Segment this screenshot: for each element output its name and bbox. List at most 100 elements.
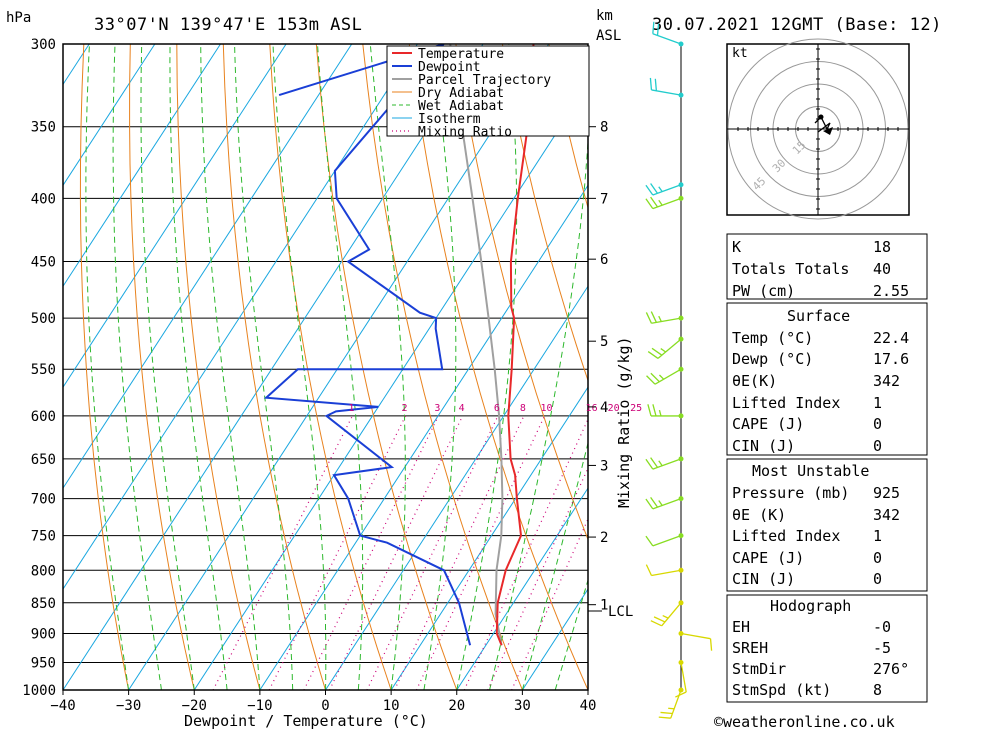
mixing-ratio-label: 1 <box>348 403 354 414</box>
isotherm-line <box>325 285 588 690</box>
index-value: 40 <box>873 260 891 278</box>
dry-adiabat-line <box>455 44 588 541</box>
pressure-tick-label: 500 <box>31 311 56 327</box>
wind-barb <box>645 182 684 196</box>
wind-barb <box>645 311 684 324</box>
wet-adiabat-line <box>554 578 588 690</box>
mixing-ratio-line <box>268 415 407 690</box>
mixing-ratio-label: 10 <box>541 403 553 414</box>
surface-row-value: 17.6 <box>873 350 909 368</box>
hodograph-table: Hodograph EH -0 SREH -5 StmDir 276° StmS… <box>726 594 928 703</box>
km-tick-label: 1 <box>600 598 608 614</box>
mu-row-value: 925 <box>873 484 900 502</box>
location-title: 33°07'N 139°47'E 153m ASL <box>94 15 362 35</box>
mu-row-value: 0 <box>873 570 882 588</box>
surface-row-label: θE(K) <box>732 372 777 390</box>
legend-isotherm: Isotherm <box>418 112 481 127</box>
hodograph-point <box>818 114 824 120</box>
pressure-tick-label: 900 <box>31 626 56 642</box>
mixing-ratio-label: 3 <box>434 403 440 414</box>
hodo-row-value: 8 <box>873 681 882 699</box>
mixing-ratio-line <box>511 517 588 690</box>
wet-adiabat-line <box>169 44 228 690</box>
mixing-ratio-line <box>366 415 499 690</box>
wet-adiabat-line <box>140 44 195 690</box>
wind-barb <box>675 659 687 698</box>
index-label: PW (cm) <box>732 282 795 300</box>
surface-row-value: 0 <box>873 437 882 455</box>
dry-adiabat-line <box>79 44 130 690</box>
dry-adiabat-line <box>921 44 1000 690</box>
pressure-tick-label: 450 <box>31 255 56 271</box>
wind-barb <box>658 687 684 719</box>
hodograph-unit: kt <box>732 46 748 61</box>
isotherm-line <box>63 44 221 288</box>
km-tick-label: 3 <box>600 458 608 474</box>
pressure-tick-label: 700 <box>31 492 56 508</box>
km-unit-label: km <box>596 8 613 24</box>
km-tick-label: 4 <box>600 400 608 416</box>
wind-barb <box>678 630 713 651</box>
wind-barb <box>645 533 684 547</box>
dry-adiabat-line <box>176 44 261 690</box>
surface-row-label: Dewp (°C) <box>732 350 813 368</box>
x-axis-label: Dewpoint / Temperature (°C) <box>184 712 428 730</box>
x-tick-label: 20 <box>448 698 465 714</box>
pressure-tick-label: 950 <box>31 655 56 671</box>
km-tick-label: 2 <box>600 530 608 546</box>
hodo-row-value: -0 <box>873 618 891 636</box>
index-label: K <box>732 238 741 256</box>
dry-adiabat-line <box>269 44 392 690</box>
hodo-row-value: 276° <box>873 660 909 678</box>
x-tick-label: 40 <box>580 698 597 714</box>
hodograph-trace <box>814 115 831 133</box>
dry-adiabat-line <box>315 44 458 690</box>
wet-adiabat-line <box>112 44 162 690</box>
x-tick-label: 10 <box>383 698 400 714</box>
hodo-row-value: -5 <box>873 639 891 657</box>
surface-row-value: 22.4 <box>873 329 909 347</box>
pressure-tick-label: 300 <box>31 37 56 53</box>
wet-adiabat-line <box>521 441 588 690</box>
storm-motion-arrow <box>823 127 833 135</box>
hodo-row-label: StmSpd (kt) <box>732 681 831 699</box>
x-tick-label: −40 <box>50 698 75 714</box>
pressure-tick-label: 650 <box>31 452 56 468</box>
mu-row-label: Pressure (mb) <box>732 484 849 502</box>
mixing-ratio-label: 4 <box>459 403 465 414</box>
wind-barb <box>647 404 684 419</box>
mixing-ratio-axis-label: Mixing Ratio (g/kg) <box>615 336 633 508</box>
most-unstable-title: Most Unstable <box>752 462 869 480</box>
mixing-ratio-label: 16 <box>586 403 598 414</box>
wind-barb <box>645 456 684 470</box>
surface-table: Surface Temp (°C) 22.4 Dewp (°C) 17.6 θE… <box>726 302 928 456</box>
wind-barb <box>646 366 684 385</box>
most-unstable-table: Most Unstable Pressure (mb) 925 θE (K) 3… <box>726 458 928 592</box>
wet-adiabat-line <box>456 44 518 690</box>
hodo-row-label: EH <box>732 618 750 636</box>
isotherm-line <box>390 386 588 690</box>
hodograph-title: Hodograph <box>770 597 851 615</box>
index-label: Totals Totals <box>732 260 849 278</box>
mu-row-label: CIN (J) <box>732 570 795 588</box>
legend-dewpoint: Dewpoint <box>418 60 481 75</box>
mu-row-value: 1 <box>873 527 882 545</box>
indices-table: K 18 Totals Totals 40 PW (cm) 2.55 <box>726 233 928 300</box>
surface-title: Surface <box>787 307 850 325</box>
isotherm-line <box>456 487 588 690</box>
lcl-label: LCL <box>608 604 633 620</box>
surface-row-label: CIN (J) <box>732 437 795 455</box>
wind-barb <box>645 195 684 210</box>
wet-adiabat-line <box>423 44 457 690</box>
wind-barb <box>645 564 684 577</box>
wet-adiabat-line <box>272 44 327 690</box>
mu-row-label: Lifted Index <box>732 527 840 545</box>
surface-row-label: CAPE (J) <box>732 415 804 433</box>
dry-adiabat-line <box>408 44 588 690</box>
km-tick-label: 6 <box>600 252 608 268</box>
isotherm-line <box>63 44 287 389</box>
pressure-tick-label: 400 <box>31 191 56 207</box>
isotherm-line <box>0 44 24 690</box>
dry-adiabat-line <box>501 44 588 382</box>
mixing-ratio-label: 8 <box>520 403 526 414</box>
